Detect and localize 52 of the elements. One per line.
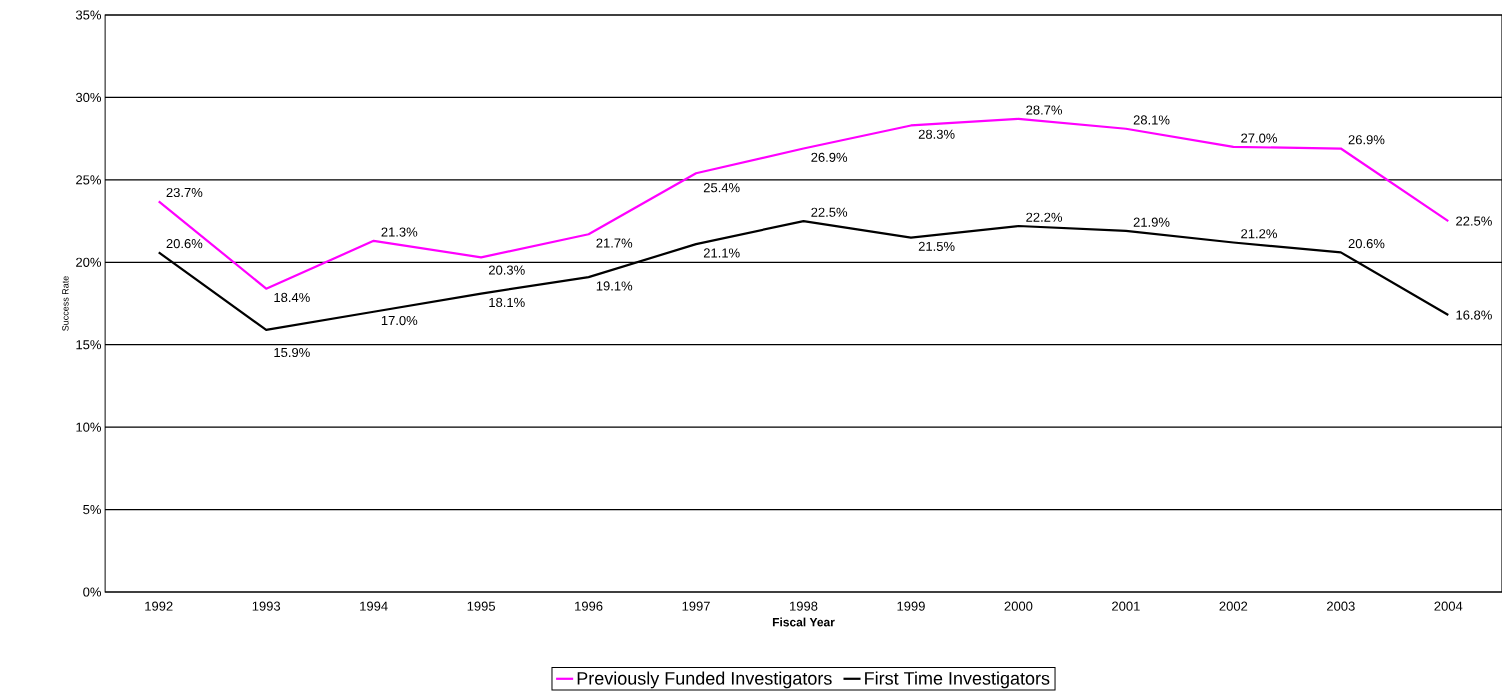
data-label: 18.1% [489,297,525,308]
data-label: 20.6% [1348,238,1385,249]
data-label: 26.9% [1348,135,1385,145]
data-label: 16.8% [1456,310,1492,320]
x-tick-label: 1997 [682,601,710,611]
y-tick-label: 30% [75,92,102,103]
x-tick-label: 1998 [790,601,818,611]
x-tick-label: 2002 [1219,601,1248,611]
data-label: 22.2% [1026,212,1063,222]
x-tick-label: 1999 [897,601,925,611]
data-label: 20.3% [488,265,525,275]
data-label: 28.1% [1133,115,1170,125]
data-label: 19.1% [596,281,633,291]
legend-label: First Time Investigators [865,671,1050,689]
x-tick-label: 1994 [360,601,388,611]
y-tick-label: 25% [76,175,102,185]
legend-label: Previously Funded Investigators [577,671,832,689]
data-label: 21.9% [1133,217,1170,227]
data-label: 21.7% [596,238,633,248]
x-tick-label: 1992 [145,601,173,611]
x-tick-label: 2003 [1327,601,1355,611]
data-label: 17.0% [381,315,418,326]
data-label: 26.9% [811,152,848,162]
x-tick-label: 1996 [575,601,603,611]
x-tick-label: 2000 [1004,601,1033,611]
x-tick-label: 2004 [1434,601,1463,611]
data-label: 20.6% [166,238,203,249]
data-label: 28.7% [1026,105,1063,115]
data-label: 21.1% [703,248,740,258]
data-label: 25.4% [703,183,740,193]
data-label: 21.5% [918,241,955,251]
data-label: 18.4% [274,292,310,303]
x-tick-label: 1995 [467,601,496,611]
data-label: 27.0% [1241,133,1277,143]
x-axis-title: Fiscal Year [772,617,835,627]
data-label: 22.5% [811,207,848,217]
y-tick-label: 20% [76,257,102,267]
y-tick-label: 35% [75,10,102,20]
data-label: 21.2% [1241,229,1277,239]
y-tick-label: 15% [76,340,102,350]
y-tick-label: 10% [76,422,102,432]
data-label: 28.3% [918,129,955,139]
y-tick-label: 0% [83,587,102,597]
x-tick-label: 1993 [252,601,281,611]
data-label: 21.3% [381,227,418,237]
data-label: 23.7% [166,187,203,198]
y-tick-label: 5% [83,505,102,515]
y-axis-title: Success Rate [62,276,69,331]
data-label: 15.9% [274,347,310,358]
x-tick-label: 2001 [1112,601,1140,611]
data-label: 22.5% [1456,216,1492,226]
line-series [157,117,1450,290]
